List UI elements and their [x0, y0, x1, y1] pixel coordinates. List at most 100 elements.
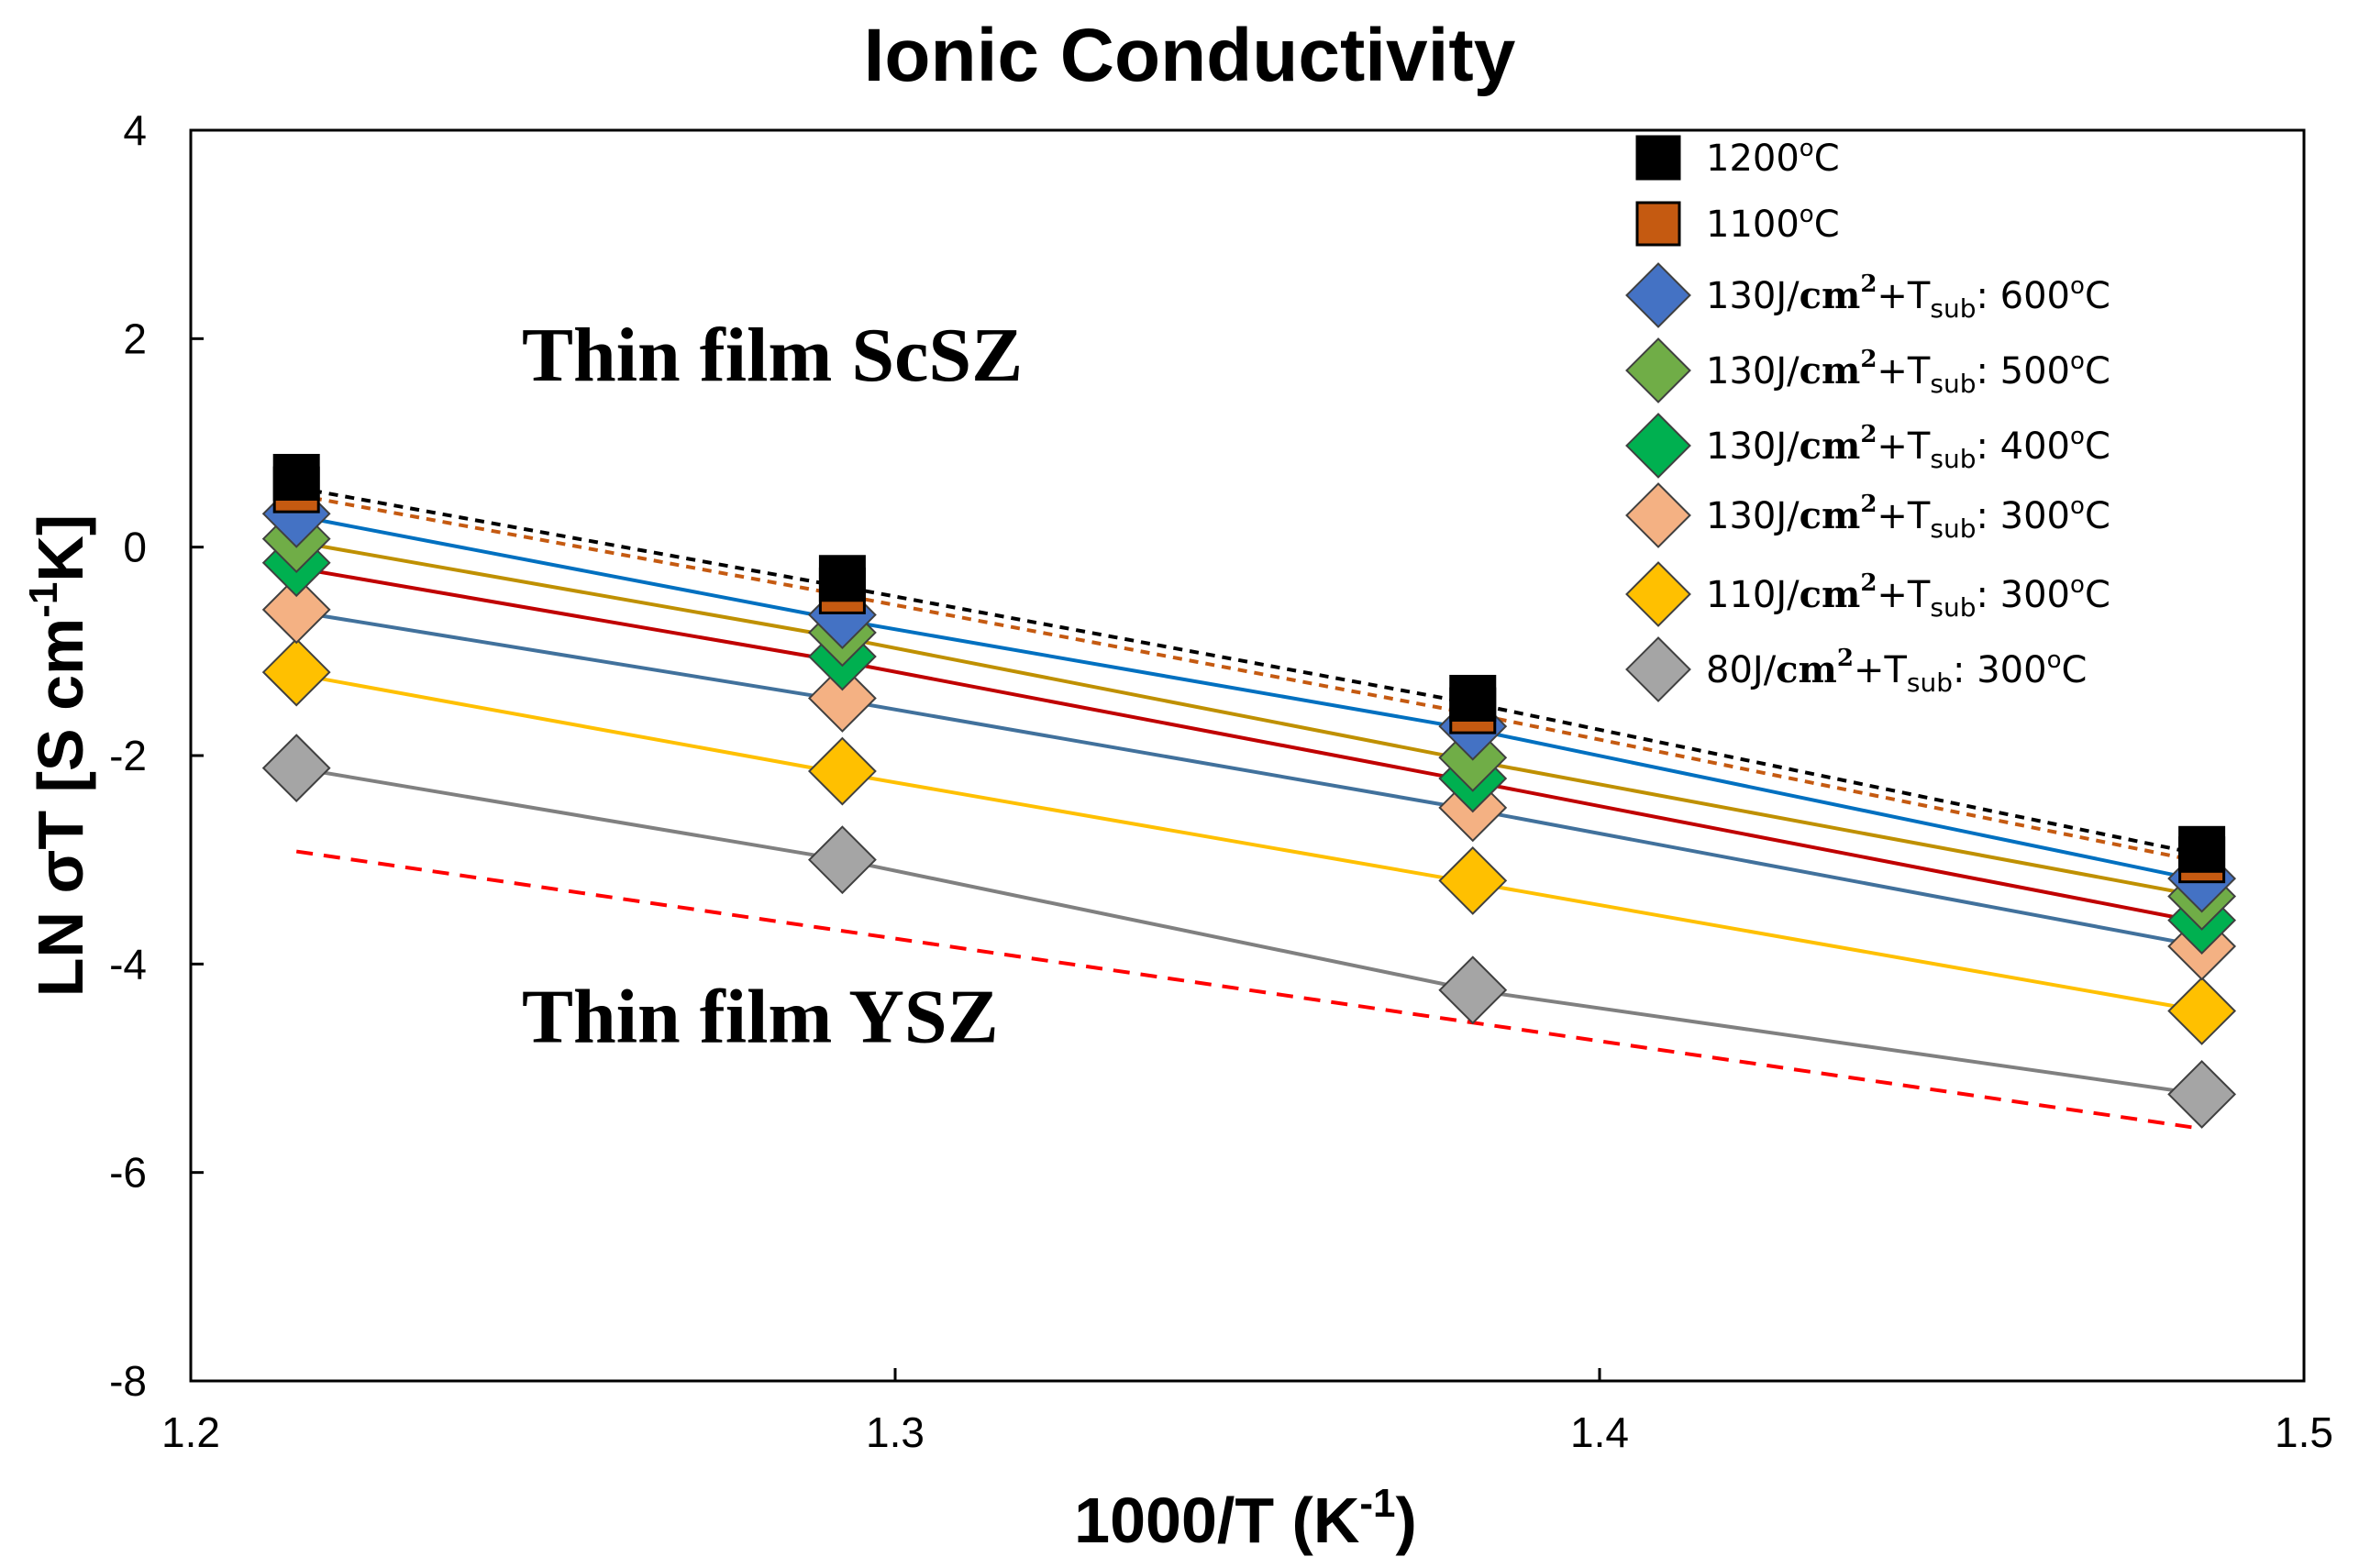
- legend-degree: o: [2070, 492, 2085, 520]
- x-tick-label: 1.4: [1570, 1408, 1629, 1456]
- legend-label-6: 110J/cm2+Tsub: 300oC: [1706, 569, 2110, 623]
- legend-temp: : 300: [1976, 574, 2070, 616]
- legend-sub: sub: [1907, 668, 1953, 698]
- y-tick-label: 2: [123, 315, 147, 362]
- legend-temp: : 600: [1976, 275, 2070, 317]
- legend-t: +T: [1877, 425, 1931, 468]
- legend-temp: : 400: [1976, 425, 2070, 468]
- legend-unit: C: [1814, 138, 1840, 180]
- y-tick-label: -2: [109, 732, 147, 779]
- legend-unit: C: [2061, 649, 2087, 691]
- legend-energy: 130J/: [1706, 350, 1800, 392]
- trend-line-5: [295, 610, 2203, 948]
- legend-unit: C: [2085, 275, 2110, 317]
- legend-degree: o: [2070, 571, 2085, 599]
- legend-marker-7: [1625, 636, 1691, 702]
- legend-degree: o: [1800, 201, 1814, 228]
- y-tick-label: -4: [109, 940, 147, 988]
- legend-label-1: 1100oC: [1706, 201, 1840, 246]
- legend-t: +T: [1877, 275, 1931, 317]
- trend-line-3: [295, 540, 2203, 899]
- trend-line-0: [295, 485, 2203, 856]
- legend-unit: C: [2085, 574, 2110, 616]
- legend-energy: 130J/: [1706, 495, 1800, 537]
- marker-s0-p3: [2178, 825, 2226, 873]
- legend-cm: cm: [1800, 573, 1861, 616]
- legend-degree: o: [2070, 348, 2085, 375]
- legend-cm-sup: 2: [1860, 421, 1877, 448]
- legend-marker-6: [1625, 561, 1691, 627]
- legend-degree: o: [2047, 646, 2062, 674]
- trend-lines: [295, 485, 2203, 1131]
- ysz-reference-line: [295, 849, 2202, 1131]
- legend-cm: cm: [1776, 648, 1837, 691]
- marker-s0-p0: [272, 454, 320, 502]
- trend-line-6: [295, 672, 2202, 1013]
- axis-ticks: 1.2 1.3 1.4 1.5 -8 -6 -4 -2 0 2 4: [109, 106, 2333, 1456]
- legend-cm-sup: 2: [1837, 645, 1854, 672]
- legend-label-3: 130J/cm2+Tsub: 500oC: [1706, 346, 2110, 399]
- legend-sub: sub: [1930, 513, 1976, 544]
- legend-energy: 130J/: [1706, 425, 1800, 468]
- y-tick-label: 4: [123, 106, 147, 154]
- marker-s6-p1: [807, 736, 877, 806]
- legend-t: +T: [1877, 350, 1931, 392]
- marker-s7-p3: [2167, 1060, 2237, 1129]
- legend-cm: cm: [1800, 425, 1861, 468]
- marker-s7-p1: [807, 825, 877, 895]
- trend-line-7: [295, 766, 2202, 1097]
- legend-item-7: 80J/cm2+Tsub: 300oC: [1625, 636, 2087, 702]
- legend-cm-sup: 2: [1860, 569, 1877, 597]
- legend-item-3: 130J/cm2+Tsub: 500oC: [1625, 337, 2110, 403]
- legend-marker-2: [1625, 262, 1691, 328]
- legend-sub: sub: [1930, 293, 1976, 324]
- legend-marker-0: [1635, 135, 1681, 181]
- legend-item-1: 1100oC: [1635, 201, 1840, 247]
- legend-item-5: 130J/cm2+Tsub: 300oC: [1625, 482, 2110, 548]
- marker-s0-p1: [818, 555, 866, 602]
- legend-marker-1: [1635, 201, 1681, 247]
- legend-label-0: 1200oC: [1706, 135, 1840, 180]
- y-tick-label: 0: [123, 524, 147, 571]
- legend-energy: 80J/: [1706, 649, 1777, 691]
- marker-s6-p0: [261, 637, 331, 707]
- legend-cm: cm: [1800, 494, 1861, 537]
- marker-s5-p1: [807, 664, 877, 733]
- legend-t: +T: [1854, 649, 1908, 691]
- legend-label-2: 130J/cm2+Tsub: 600oC: [1706, 271, 2110, 324]
- legend-cm: cm: [1800, 274, 1861, 317]
- x-tick-label: 1.3: [866, 1408, 925, 1456]
- legend-degree: o: [1800, 135, 1814, 162]
- data-markers: [261, 454, 2237, 1129]
- legend-unit: C: [2085, 350, 2110, 392]
- legend-label-5: 130J/cm2+Tsub: 300oC: [1706, 491, 2110, 544]
- trend-line-1: [295, 492, 2203, 864]
- legend-cm-sup: 2: [1860, 491, 1877, 518]
- y-tick-label: -6: [109, 1149, 147, 1197]
- legend-sub: sub: [1930, 444, 1976, 474]
- legend-cm: cm: [1800, 349, 1861, 392]
- legend-sub: sub: [1930, 592, 1976, 623]
- legend-t: +T: [1877, 495, 1931, 537]
- legend-sub: sub: [1930, 369, 1976, 399]
- chart-title: Ionic Conductivity: [864, 14, 1516, 97]
- legend-marker-3: [1625, 337, 1691, 403]
- y-tick-label: -8: [109, 1357, 147, 1405]
- legend-unit: C: [2085, 495, 2110, 537]
- legend-temp: 1200: [1706, 138, 1800, 180]
- legend-temp: 1100: [1706, 204, 1800, 246]
- legend-item-6: 110J/cm2+Tsub: 300oC: [1625, 561, 2110, 627]
- legend-temp: : 500: [1976, 350, 2070, 392]
- legend-temp: : 300: [1953, 649, 2047, 691]
- legend-unit: C: [1814, 204, 1840, 246]
- marker-s7-p2: [1438, 955, 1508, 1025]
- annotation-ysz: Thin film YSZ: [522, 975, 999, 1060]
- legend-cm-sup: 2: [1860, 346, 1877, 373]
- plot-area: [189, 128, 2306, 1383]
- marker-s0-p2: [1449, 674, 1497, 722]
- legend-t: +T: [1877, 574, 1931, 616]
- legend-unit: C: [2085, 425, 2110, 468]
- legend-marker-5: [1625, 482, 1691, 548]
